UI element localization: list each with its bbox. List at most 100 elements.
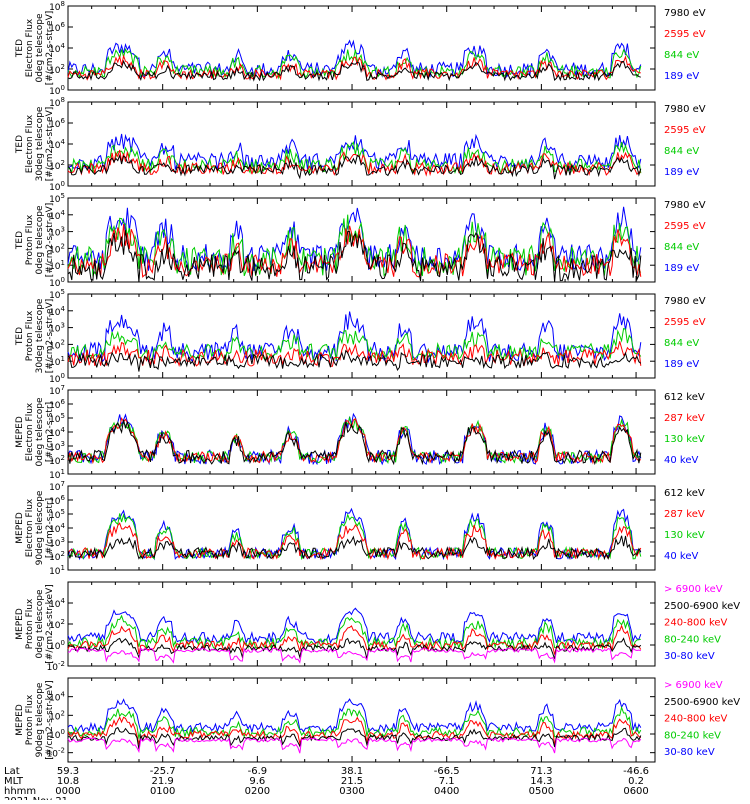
y-tick-label: 106 <box>49 398 65 411</box>
series-line <box>67 522 642 561</box>
y-axis-label-line: Electron Flux <box>25 114 35 173</box>
y-tick-label: 101 <box>49 259 65 272</box>
series-line <box>67 607 642 645</box>
legend-entry: 7980 eV <box>664 200 706 211</box>
y-tick-label: 102 <box>49 618 65 631</box>
y-axis-label-line: TED <box>15 327 25 346</box>
series-line <box>67 341 642 368</box>
series-line <box>67 737 642 754</box>
y-tick-label: 102 <box>49 454 65 467</box>
x-tick-lat: 71.3 <box>530 766 552 777</box>
legend-entry: 80-240 keV <box>664 634 721 645</box>
series-line <box>67 726 642 750</box>
series-line <box>67 224 642 278</box>
y-axis-label-line: 30deg telescope <box>35 298 45 373</box>
y-axis-label-line: Electron Flux <box>25 402 35 461</box>
legend-entry: 844 eV <box>664 50 699 61</box>
series-line <box>67 716 642 746</box>
y-axis-label-line: MEPED <box>15 704 25 736</box>
x-tick-mlt: 10.8 <box>57 776 79 787</box>
series-line <box>67 230 642 283</box>
panel-frame <box>67 293 656 379</box>
series-line <box>67 647 641 664</box>
series-line <box>67 637 642 660</box>
y-axis-label: MEPED Proton Flux 90deg telescope [#/cm2-s-… <box>15 680 55 759</box>
series-line <box>67 698 642 734</box>
legend-entry: 2595 eV <box>664 317 706 328</box>
y-axis-label-line: 0deg telescope <box>35 589 45 659</box>
legend-entry: 30-80 keV <box>664 651 715 662</box>
y-tick-label: 104 <box>49 691 65 704</box>
legend-entry: 240-800 keV <box>664 618 728 629</box>
x-tick-lat: -25.7 <box>150 766 176 777</box>
y-tick-label: 102 <box>49 242 65 255</box>
y-tick-label: 102 <box>49 338 65 351</box>
legend-entry: 130 keV <box>664 530 705 541</box>
y-axis-label-line: 90deg telescope <box>35 490 45 565</box>
series-line <box>67 535 642 561</box>
legend-entry: 189 eV <box>664 71 699 82</box>
y-axis-label-line: Proton Flux <box>25 310 35 361</box>
legend-entry: > 6900 keV <box>664 584 723 595</box>
x-tick-mlt: 7.1 <box>439 776 455 787</box>
y-tick-label: 101 <box>49 564 65 577</box>
y-axis-label-line: 90deg telescope <box>35 682 45 757</box>
y-axis-label: TED Electron Flux 0deg telescope [#/cm2-s-s… <box>15 11 55 86</box>
x-tick-mlt: 21.9 <box>152 776 174 787</box>
series-line <box>67 624 642 655</box>
x-date-label: 2021 Nov 21 <box>4 796 68 800</box>
y-tick-label: 100 <box>49 276 65 289</box>
y-axis-label-line: TED <box>15 39 25 58</box>
x-tick-hhmm: 0300 <box>339 786 364 797</box>
y-tick-label: 106 <box>49 117 65 130</box>
y-tick-label: 104 <box>49 522 65 535</box>
y-axis-label-line: [#/cm2-s-str-keV] <box>45 680 55 759</box>
y-tick-label: 100 <box>49 372 65 385</box>
legend-entry: 612 keV <box>664 392 705 403</box>
y-axis-label: TED Proton Flux 0deg telescope [#/cm2-s-str… <box>15 203 55 278</box>
series-line <box>67 507 642 561</box>
legend-entry: 844 eV <box>664 242 699 253</box>
legend-entry: 80-240 keV <box>664 730 721 741</box>
y-tick-label: 100 <box>49 180 65 193</box>
series-line <box>67 327 642 362</box>
x-tick-hhmm: 0400 <box>434 786 459 797</box>
x-tick-hhmm: 0000 <box>55 786 80 797</box>
x-tick-lat: -66.5 <box>434 766 460 777</box>
y-axis-label-line: 0deg telescope <box>35 397 45 467</box>
series-line <box>67 59 641 82</box>
x-tick-mlt: 0.2 <box>628 776 644 787</box>
y-axis-label-line: TED <box>15 231 25 250</box>
legend-entry: 189 eV <box>664 167 699 178</box>
x-tick-lat: 38.1 <box>341 766 363 777</box>
y-axis-label-line: MEPED <box>15 608 25 640</box>
series-line <box>67 614 641 650</box>
legend-entry: 130 keV <box>664 434 705 445</box>
series-line <box>67 705 642 739</box>
series-line <box>67 311 642 364</box>
legend-entry: 844 eV <box>664 338 699 349</box>
y-axis-label-line: [#/cm2-s-str-eV] <box>45 203 55 278</box>
y-axis-label-line: Electron Flux <box>25 18 35 77</box>
y-tick-label: 10-2 <box>47 660 65 673</box>
y-axis-label-line: [#/cm2-s-str-eV] <box>45 11 55 86</box>
y-axis-label-line: TED <box>15 135 25 154</box>
x-row-label-mlt: MLT <box>4 776 24 787</box>
y-axis-label-line: [#/cm2-s-str] <box>45 498 55 558</box>
x-tick-lat: -46.6 <box>623 766 649 777</box>
legend-entry: 844 eV <box>664 146 699 157</box>
y-tick-label: 102 <box>49 709 65 722</box>
x-row-label-lat: Lat <box>4 766 20 777</box>
x-tick-hhmm: 0200 <box>245 786 270 797</box>
y-tick-label: 103 <box>49 322 65 335</box>
y-tick-label: 100 <box>49 728 65 741</box>
x-tick-mlt: 14.3 <box>530 776 552 787</box>
y-tick-label: 108 <box>49 96 65 109</box>
y-axis-label-line: Proton Flux <box>25 694 35 745</box>
legend-entry: 2595 eV <box>664 29 706 40</box>
series-line <box>67 149 641 177</box>
y-tick-label: 108 <box>49 0 65 13</box>
y-axis-label-line: Electron Flux <box>25 498 35 557</box>
y-tick-label: 104 <box>49 42 65 55</box>
